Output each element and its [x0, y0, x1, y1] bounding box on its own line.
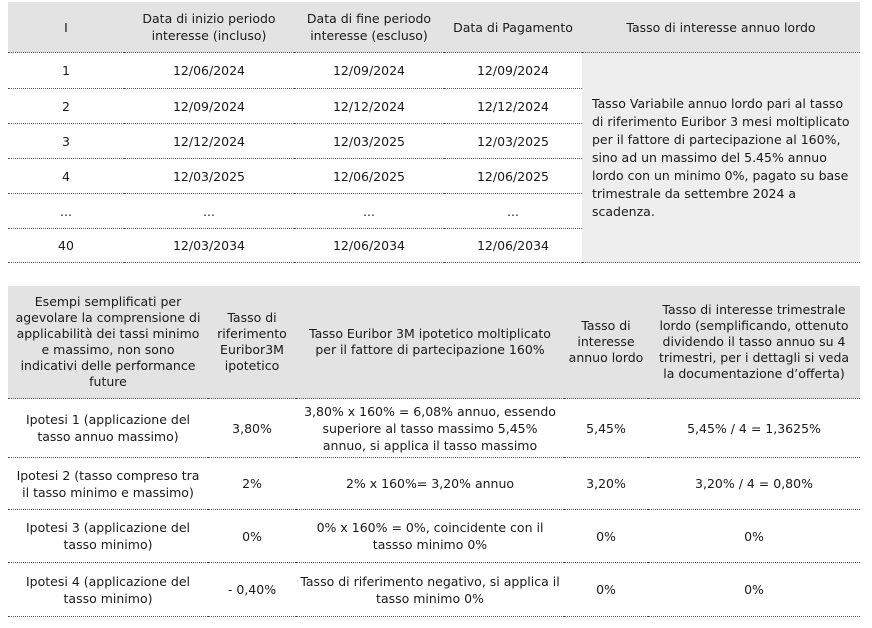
- header-example: Esempi semplificati per agevolare la com…: [8, 286, 208, 399]
- header-quarterly-gross-rate: Tasso di interesse trimestrale lordo (se…: [648, 286, 860, 399]
- cell-annual-gross-rate: 3,20%: [564, 457, 648, 510]
- table-row: 40 12/03/2034 12/06/2034 12/06/2034: [8, 228, 860, 263]
- cell-reference-rate: 3,80%: [208, 398, 296, 458]
- cell-index: 2: [8, 88, 124, 124]
- cell-end-date: 12/09/2024: [294, 52, 444, 89]
- table-row: 4 12/03/2025 12/06/2025 12/06/2025: [8, 158, 860, 194]
- cell-start-date: 12/03/2025: [124, 158, 294, 194]
- cell-index: 1: [8, 52, 124, 89]
- header-reference-rate: Tasso di riferimento Euribor3M ipotetico: [208, 286, 296, 399]
- header-annual-gross-rate: Tasso di interesse annuo lordo: [564, 286, 648, 399]
- cell-payment-date: 12/09/2024: [444, 52, 582, 89]
- header-multiplied-rate: Tasso Euribor 3M ipotetico moltiplicato …: [296, 286, 564, 399]
- cell-end-date: 12/12/2024: [294, 88, 444, 124]
- cell-multiplied-rate: 3,80% x 160% = 6,08% annuo, essendo supe…: [296, 398, 564, 458]
- cell-hypothesis: Ipotesi 1 (applicazione del tasso annuo …: [8, 398, 208, 458]
- cell-quarterly-gross-rate: 3,20% / 4 = 0,80%: [648, 457, 860, 510]
- table-row: Ipotesi 2 (tasso compreso tra il tasso m…: [8, 457, 860, 510]
- header-payment-date: Data di Pagamento: [444, 2, 582, 53]
- table-row: Ipotesi 1 (applicazione del tasso annuo …: [8, 398, 860, 458]
- cell-start-date: 12/06/2024: [124, 52, 294, 89]
- cell-payment-date: 12/06/2025: [444, 158, 582, 194]
- header-index: I: [8, 2, 124, 53]
- table-row: 1 12/06/2024 12/09/2024 12/09/2024 Tasso…: [8, 52, 860, 263]
- cell-end-date: 12/06/2025: [294, 158, 444, 194]
- table-row: 3 12/12/2024 12/03/2025 12/03/2025: [8, 123, 860, 159]
- cell-index: 40: [8, 228, 124, 263]
- cell-reference-rate: 2%: [208, 457, 296, 510]
- header-annual-rate: Tasso di interesse annuo lordo: [582, 2, 860, 53]
- cell-multiplied-rate: Tasso di riferimento negativo, si applic…: [296, 562, 564, 617]
- header-end-date: Data di fine periodo interesse (escluso): [294, 2, 444, 53]
- payment-schedule-table: I Data di inizio periodo interesse (incl…: [8, 2, 860, 263]
- cell-multiplied-rate: 0% x 160% = 0%, coincidente con il tasss…: [296, 509, 564, 563]
- cell-hypothesis: Ipotesi 3 (applicazione del tasso minimo…: [8, 509, 208, 563]
- cell-annual-gross-rate: 0%: [564, 509, 648, 563]
- rate-examples-table: Esempi semplificati per agevolare la com…: [8, 286, 860, 617]
- cell-quarterly-gross-rate: 5,45% / 4 = 1,3625%: [648, 398, 860, 458]
- cell-payment-date: 12/06/2034: [444, 228, 582, 263]
- cell-hypothesis: Ipotesi 2 (tasso compreso tra il tasso m…: [8, 457, 208, 510]
- table-row: Ipotesi 3 (applicazione del tasso minimo…: [8, 509, 860, 563]
- cell-start-date: 12/12/2024: [124, 123, 294, 159]
- cell-start-date: ...: [124, 193, 294, 229]
- cell-start-date: 12/09/2024: [124, 88, 294, 124]
- cell-hypothesis: Ipotesi 4 (applicazione del tasso minimo…: [8, 562, 208, 617]
- cell-payment-date: 12/12/2024: [444, 88, 582, 124]
- table-row: 2 12/09/2024 12/12/2024 12/12/2024: [8, 88, 860, 124]
- cell-end-date: 12/06/2034: [294, 228, 444, 263]
- cell-index: 3: [8, 123, 124, 159]
- cell-reference-rate: - 0,40%: [208, 562, 296, 617]
- cell-quarterly-gross-rate: 0%: [648, 562, 860, 617]
- cell-start-date: 12/03/2034: [124, 228, 294, 263]
- header-start-date: Data di inizio periodo interesse (inclus…: [124, 2, 294, 53]
- cell-end-date: ...: [294, 193, 444, 229]
- cell-index: 4: [8, 158, 124, 194]
- cell-reference-rate: 0%: [208, 509, 296, 563]
- table-row: Ipotesi 4 (applicazione del tasso minimo…: [8, 562, 860, 617]
- cell-multiplied-rate: 2% x 160%= 3,20% annuo: [296, 457, 564, 510]
- cell-index: ...: [8, 193, 124, 229]
- cell-payment-date: 12/03/2025: [444, 123, 582, 159]
- table-row: ... ... ... ...: [8, 193, 860, 229]
- cell-annual-gross-rate: 0%: [564, 562, 648, 617]
- rate-description: Tasso Variabile annuo lordo pari al tass…: [582, 52, 860, 263]
- cell-annual-gross-rate: 5,45%: [564, 398, 648, 458]
- cell-payment-date: ...: [444, 193, 582, 229]
- cell-end-date: 12/03/2025: [294, 123, 444, 159]
- cell-quarterly-gross-rate: 0%: [648, 509, 860, 563]
